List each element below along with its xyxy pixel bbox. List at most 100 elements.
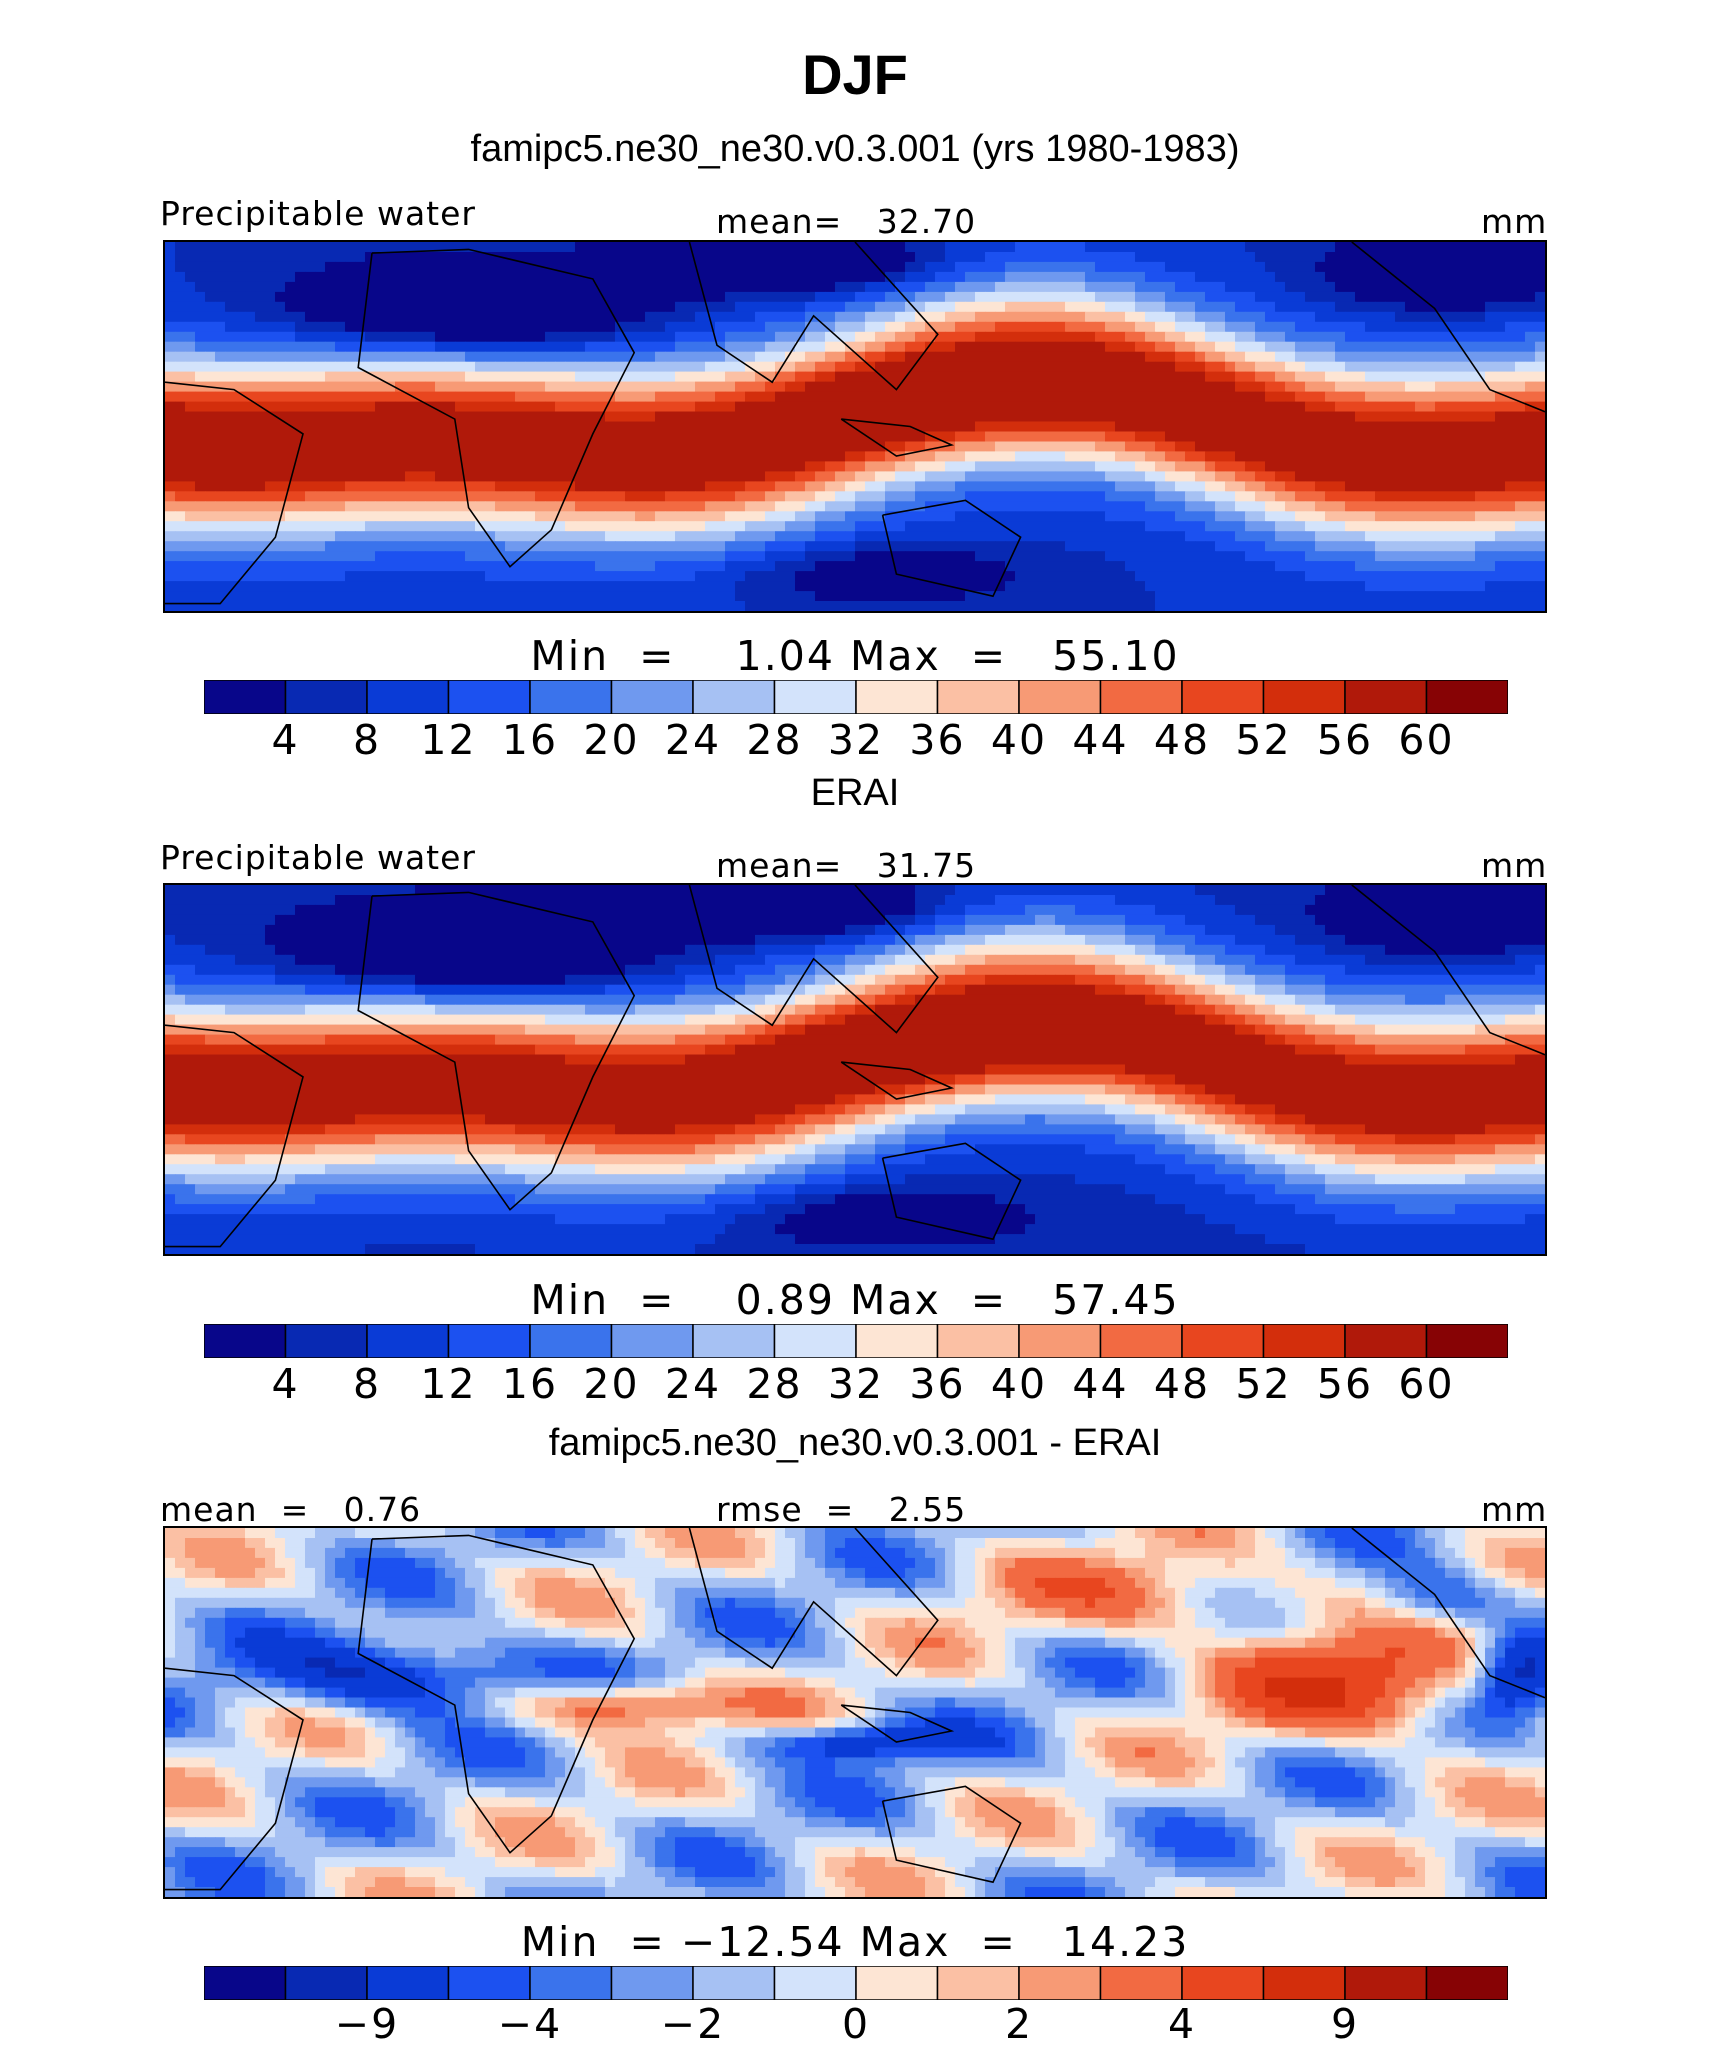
colorbar-ticks: 4 8 12 16 20 24 28 32 36 40 44 48 52 56 60 [204, 1360, 1508, 1408]
colorbar-segment [204, 680, 287, 714]
colorbar-tick-label: 32 [827, 1360, 885, 1408]
coastline [688, 242, 939, 391]
coastline [357, 1534, 636, 1854]
map-model [163, 240, 1547, 613]
colorbar-segment [1344, 680, 1428, 714]
coastline [881, 1785, 1022, 1884]
colorbar-segment [936, 1324, 1020, 1358]
minmax-label: Min = −12.54 Max = 14.23 [520, 1918, 1190, 1966]
colorbar-tick-label: 4 [271, 1360, 300, 1408]
colorbar-segment [610, 1324, 694, 1358]
panel-mean-label: mean= 31.75 [716, 846, 977, 885]
colorbar-segment [1425, 680, 1508, 714]
colorbar-segment [855, 680, 939, 714]
map-field [165, 885, 1545, 1254]
colorbar-tick-label: 40 [990, 716, 1048, 764]
coastline [881, 499, 1022, 598]
panel-left-label: Precipitable water [160, 194, 476, 233]
coastline [688, 885, 939, 1034]
colorbar-segment [1344, 1966, 1428, 2000]
colorbar-segment [773, 1966, 857, 2000]
colorbar-segment [447, 1324, 531, 1358]
colorbar-segment [366, 1324, 450, 1358]
colorbar-segment [1181, 1966, 1265, 2000]
colorbar-tick-label: 52 [1235, 716, 1292, 764]
colorbar-segment [1181, 680, 1265, 714]
colorbar-tick-label: 24 [664, 1360, 722, 1408]
colorbar-segment [284, 680, 368, 714]
colorbar-segment [855, 1324, 939, 1358]
panel-left-label: Precipitable water [160, 838, 476, 877]
colorbar-tick-label: 60 [1398, 1360, 1455, 1408]
colorbar-segment [1018, 680, 1102, 714]
colorbar-tick-label: 20 [583, 716, 640, 764]
colorbar-tick-label: 8 [352, 716, 382, 764]
figure-title: DJF [802, 43, 908, 106]
colorbar-tick-label: 56 [1316, 716, 1374, 764]
colorbar-segment [610, 1966, 694, 2000]
colorbar-tick-label: 44 [1072, 1360, 1129, 1408]
coastline [357, 248, 636, 568]
colorbar-segment [1344, 1324, 1428, 1358]
colorbar [204, 1966, 1508, 2000]
colorbar-tick-label: 28 [746, 716, 803, 764]
coastline [840, 1704, 955, 1743]
coastline [165, 381, 304, 605]
coastline [1351, 885, 1545, 1056]
colorbar-tick-label: −2 [660, 2000, 726, 2048]
colorbar-segment [1425, 1324, 1508, 1358]
colorbar-segment [529, 1324, 613, 1358]
colorbar-segment [1262, 680, 1346, 714]
colorbar-segment [936, 680, 1020, 714]
colorbar-segment [1099, 680, 1183, 714]
panel-title-model: famipc5.ne30_ne30.v0.3.001 (yrs 1980-198… [470, 128, 1240, 170]
colorbar-tick-label: 4 [271, 716, 300, 764]
colorbar-segment [447, 680, 531, 714]
map-diff [163, 1526, 1547, 1899]
colorbar-segment [366, 680, 450, 714]
colorbar-tick-label: 56 [1316, 1360, 1374, 1408]
colorbar-segment [1262, 1966, 1346, 2000]
colorbar-segment [1018, 1966, 1102, 2000]
colorbar [204, 1324, 1508, 1358]
colorbar-segment [284, 1966, 368, 2000]
colorbar [204, 680, 1508, 714]
map-field [165, 1528, 1545, 1897]
colorbar-tick-label: 12 [420, 716, 477, 764]
colorbar-segment [204, 1324, 287, 1358]
colorbar-ticks: 4 8 12 16 20 24 28 32 36 40 44 48 52 56 60 [204, 716, 1508, 764]
colorbar-segment [773, 1324, 857, 1358]
colorbar-tick-label: 44 [1072, 716, 1129, 764]
colorbar-segment [610, 680, 694, 714]
colorbar-tick-label: 40 [990, 1360, 1048, 1408]
colorbar-tick-label: 36 [909, 716, 966, 764]
minmax-label: Min = 0.89 Max = 57.45 [530, 1276, 1180, 1324]
colorbar-segment [1425, 1966, 1508, 2000]
colorbar-segment [366, 1966, 450, 2000]
colorbar-tick-label: 9 [1330, 2000, 1360, 2048]
colorbar-tick-label: 20 [583, 1360, 640, 1408]
map-obs [163, 883, 1547, 1256]
colorbar-tick-label: −4 [497, 2000, 563, 2048]
map-field [165, 242, 1545, 611]
colorbar-tick-label: −9 [334, 2000, 400, 2048]
colorbar-segment [1262, 1324, 1346, 1358]
colorbar-segment [855, 1966, 939, 2000]
colorbar-segment [692, 1324, 776, 1358]
panel-units-label: mm [1481, 1490, 1548, 1529]
colorbar-segment [1099, 1324, 1183, 1358]
colorbar-tick-label: 36 [909, 1360, 966, 1408]
colorbar-segment [773, 680, 857, 714]
colorbar-tick-label: 24 [664, 716, 722, 764]
colorbar-segment [692, 1966, 776, 2000]
colorbar-segment [692, 680, 776, 714]
colorbar-segment [284, 1324, 368, 1358]
colorbar-segment [936, 1966, 1020, 2000]
colorbar-ticks: −9 −4 −2 0 2 4 9 [204, 2000, 1508, 2048]
coastline [1351, 1528, 1545, 1699]
colorbar-segment [1099, 1966, 1183, 2000]
panel-mean-label: mean= 32.70 [716, 202, 977, 241]
minmax-label: Min = 1.04 Max = 55.10 [530, 632, 1180, 680]
panel-units-label: mm [1481, 846, 1548, 885]
colorbar-tick-label: 0 [841, 2000, 871, 2048]
